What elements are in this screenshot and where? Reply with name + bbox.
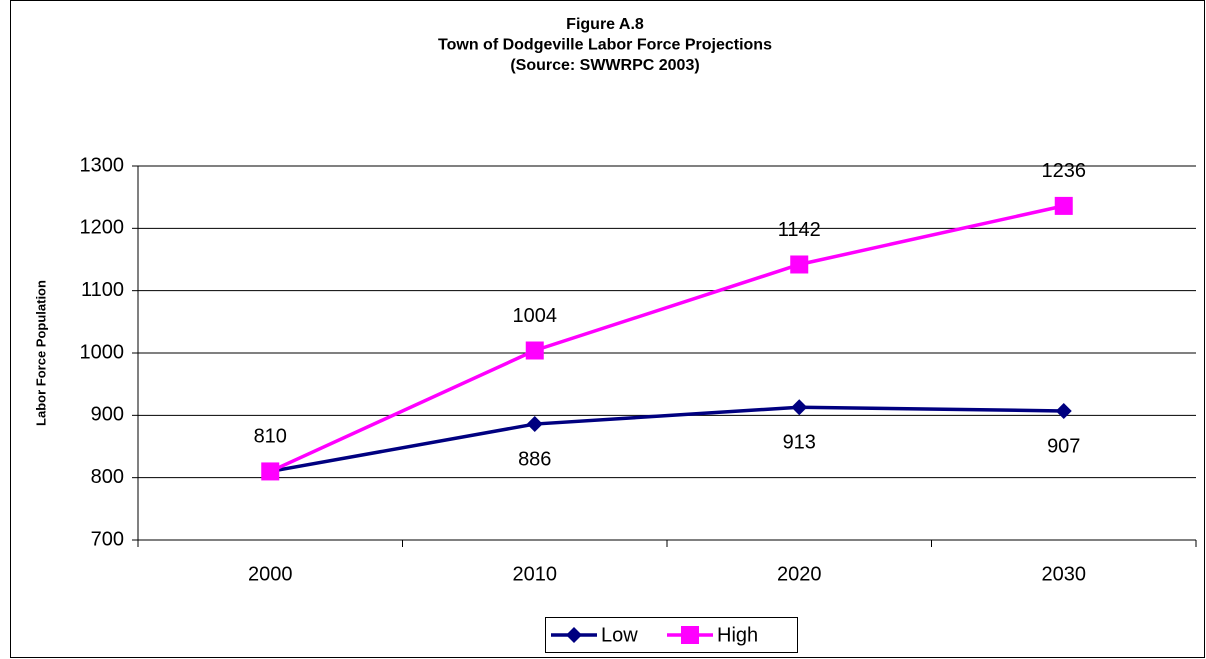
data-label: 810 [254, 426, 287, 448]
y-tick-label: 900 [91, 404, 124, 426]
data-label: 1004 [513, 305, 558, 327]
y-tick-label: 1200 [80, 217, 125, 239]
chart-title: (Source: SWWRPC 2003) [510, 57, 699, 74]
data-label: 886 [518, 448, 551, 470]
data-point [790, 255, 809, 274]
y-tick-label: 1100 [81, 279, 124, 301]
data-label: 1142 [778, 219, 821, 241]
legend: Low High [545, 617, 798, 653]
legend-label: Low [601, 624, 638, 646]
y-tick-label: 1000 [80, 341, 125, 363]
legend-marker [681, 626, 699, 644]
chart-title: Figure A.8 [566, 16, 644, 33]
data-label: 1236 [1042, 160, 1087, 182]
data-point [1055, 402, 1072, 419]
x-tick-label: 2020 [777, 563, 822, 585]
legend-marker [566, 627, 582, 643]
data-point [791, 399, 808, 416]
x-tick-label: 2010 [513, 563, 558, 585]
y-tick-label: 1300 [80, 154, 125, 176]
data-label: 913 [783, 432, 816, 454]
data-point [261, 462, 280, 481]
data-point [526, 416, 543, 433]
series-line [269, 204, 1065, 474]
series-line [269, 405, 1064, 474]
data-label: 907 [1047, 435, 1080, 457]
x-tick-label: 2000 [248, 563, 293, 585]
y-axis-label: Labor Force Population [33, 280, 48, 426]
y-tick-label: 700 [91, 528, 124, 550]
chart-title: Town of Dodgeville Labor Force Projectio… [438, 37, 772, 54]
y-tick-label: 800 [91, 466, 124, 488]
x-tick-label: 2030 [1042, 563, 1087, 585]
data-point [1054, 196, 1073, 215]
chart-frame [10, 0, 1205, 658]
legend-label: High [717, 624, 758, 646]
data-point [525, 341, 544, 360]
